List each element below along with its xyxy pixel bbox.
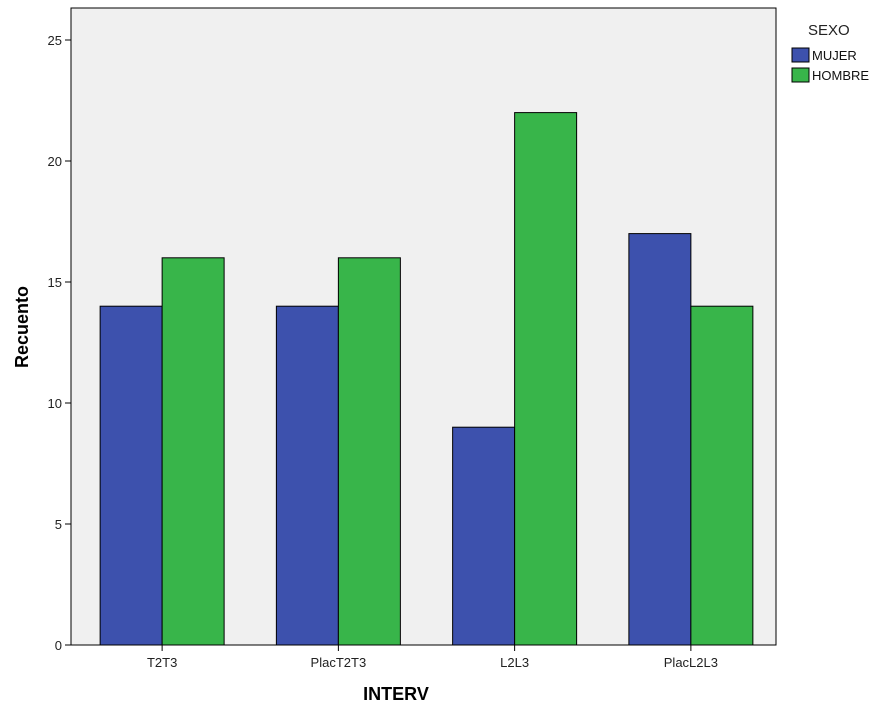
legend-title: SEXO	[808, 22, 850, 39]
x-tick-label: PlacT2T3	[311, 655, 367, 670]
bar-hombre-plact2t3	[337, 257, 401, 646]
bar-mujer-placl2l3	[628, 233, 692, 646]
legend-label-hombre: HOMBRE	[812, 68, 869, 83]
y-tick-label: 0	[55, 638, 62, 653]
y-tick-label: 20	[48, 154, 62, 169]
legend-swatch-hombre	[791, 67, 810, 83]
y-tick-label: 25	[48, 33, 62, 48]
bar-hombre-placl2l3	[690, 305, 754, 646]
bars-layer	[99, 112, 754, 646]
bar-mujer-plact2t3	[275, 305, 339, 646]
x-axis: T2T3 PlacT2T3 L2L3 PlacL2L3	[147, 645, 718, 670]
x-axis-title: INTERV	[363, 684, 429, 704]
x-tick-label: T2T3	[147, 655, 177, 670]
y-tick-label: 5	[55, 517, 62, 532]
x-tick-label: L2L3	[500, 655, 529, 670]
y-axis-title: Recuento	[12, 286, 32, 368]
bar-mujer-l2l3	[452, 426, 516, 646]
y-tick-label: 15	[48, 275, 62, 290]
y-tick-label: 10	[48, 396, 62, 411]
bar-hombre-t2t3	[161, 257, 225, 646]
bar-hombre-l2l3	[514, 112, 578, 646]
legend: SEXO MUJER HOMBRE	[791, 22, 869, 83]
bar-mujer-t2t3	[99, 305, 163, 646]
legend-swatch-mujer	[791, 47, 810, 63]
x-tick-label: PlacL2L3	[664, 655, 718, 670]
y-axis: 0 5 10 15 20 25	[48, 33, 71, 653]
legend-label-mujer: MUJER	[812, 48, 857, 63]
